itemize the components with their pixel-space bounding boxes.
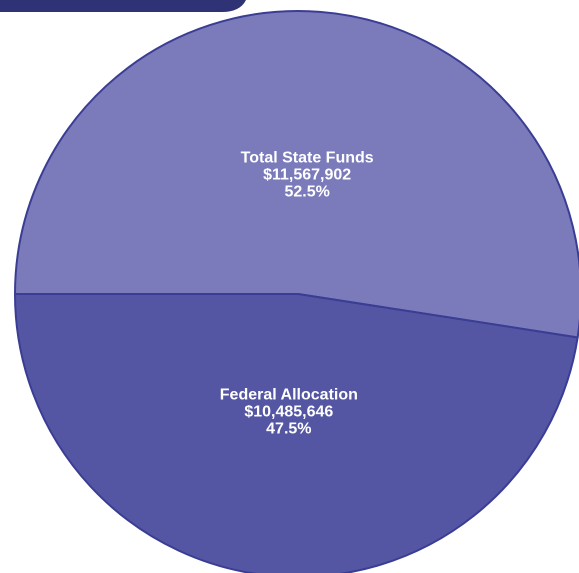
slice-category-label: Federal Allocation: [220, 387, 358, 404]
slice-percent-label: 52.5%: [284, 184, 329, 201]
slice-value-label: $10,485,646: [244, 404, 333, 421]
slice-percent-label: 47.5%: [266, 421, 311, 438]
pie-slice: [13, 293, 579, 573]
slice-value-label: $11,567,902: [263, 167, 351, 184]
pie-slice: [13, 9, 579, 339]
header-tab: [0, 0, 246, 12]
slice-category-label: Total State Funds: [241, 150, 374, 167]
